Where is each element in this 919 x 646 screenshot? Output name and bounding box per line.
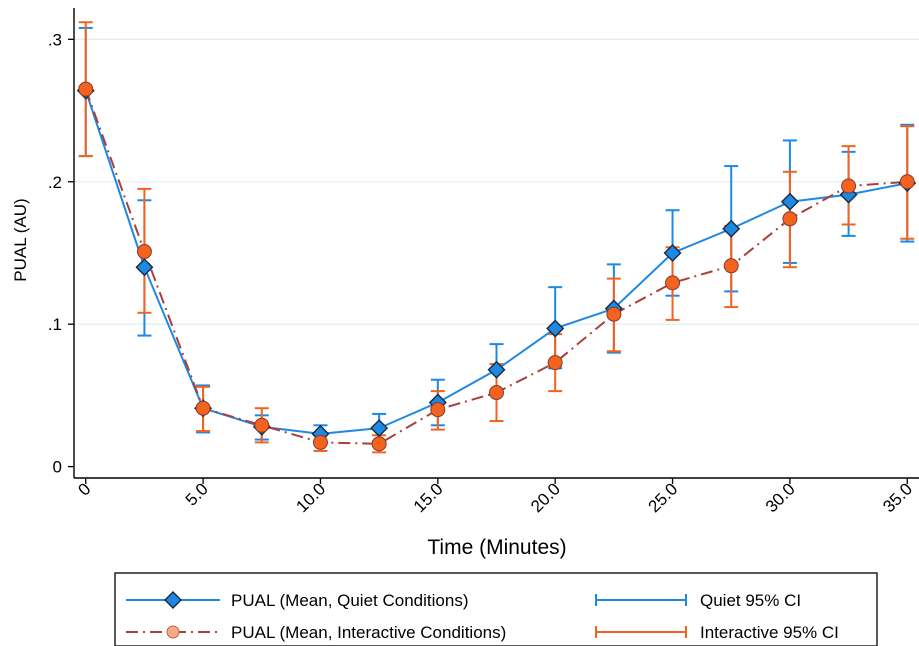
data-point-1 [371, 436, 387, 452]
x-tick-label: 0 [74, 479, 94, 499]
x-tick-label: 5.0 [182, 479, 212, 509]
y-axis-title: PUAL (AU) [11, 198, 30, 281]
data-point-1 [489, 385, 504, 401]
data-point-0 [722, 219, 741, 238]
x-tick-label: 20.0 [527, 479, 564, 516]
x-tick-label: 25.0 [645, 479, 682, 516]
x-tick-label: 15.0 [410, 479, 447, 516]
legend-marker-sample [164, 591, 182, 609]
x-axis-title: Time (Minutes) [427, 536, 566, 559]
legend: PUAL (Mean, Quiet Conditions) Quiet 95% C… [114, 572, 878, 646]
y-tick-label: .1 [48, 315, 62, 334]
y-tick-label: .3 [48, 30, 62, 49]
data-point-0 [546, 319, 565, 338]
data-point-0 [780, 192, 799, 211]
y-tick-label: .2 [48, 173, 62, 192]
data-point-1 [606, 306, 622, 322]
data-point-0 [370, 419, 389, 438]
legend-ci-label: Interactive 95% CI [700, 623, 839, 642]
data-point-0 [135, 258, 154, 277]
legend-ci-label: Quiet 95% CI [700, 591, 801, 610]
data-point-1 [430, 402, 446, 418]
data-point-1 [312, 434, 328, 450]
y-tick-label: 0 [53, 458, 62, 477]
data-point-0 [663, 243, 682, 262]
data-point-1 [195, 400, 211, 416]
data-point-1 [78, 81, 94, 97]
data-point-1 [841, 178, 857, 194]
data-point-1 [547, 355, 563, 371]
legend-box [114, 572, 878, 646]
data-point-1 [136, 244, 152, 260]
gridlines [74, 38, 919, 325]
x-tick-label: 35.0 [879, 479, 916, 516]
x-tick-label: 30.0 [762, 479, 799, 516]
data-point-1 [899, 174, 915, 190]
legend-marker-sample [166, 625, 180, 639]
x-tick-label: 10.0 [292, 479, 329, 516]
data-point-0 [487, 360, 506, 379]
data-point-1 [254, 417, 270, 433]
legend-series-label: PUAL (Mean, Quiet Conditions) [231, 591, 468, 610]
data-point-1 [723, 258, 739, 274]
series-layer [76, 21, 917, 454]
legend-series-label: PUAL (Mean, Interactive Conditions) [231, 623, 506, 642]
data-point-1 [782, 211, 798, 227]
data-point-1 [665, 275, 681, 291]
